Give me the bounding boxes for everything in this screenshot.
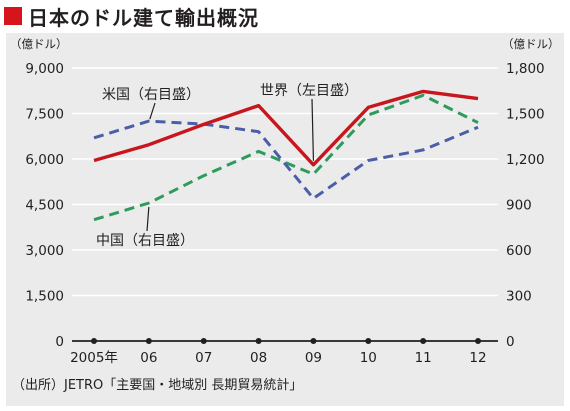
- x-axis-dot: [420, 338, 427, 344]
- x-tick-label: 2005年: [70, 350, 118, 366]
- right-tick-label: 1,200: [506, 152, 545, 168]
- right-tick-label: 0: [506, 334, 515, 350]
- x-axis-dot: [310, 338, 317, 344]
- leader-line-china: [146, 206, 150, 232]
- right-tick-label: 900: [506, 198, 532, 214]
- x-tick-label: 10: [360, 350, 377, 366]
- left-tick-label: 6,000: [25, 152, 64, 168]
- right-tick-label: 300: [506, 289, 532, 305]
- x-tick-label: 12: [469, 350, 486, 366]
- left-tick-label: 9,000: [25, 61, 64, 77]
- x-axis-dot: [145, 338, 152, 344]
- line-chart: 0 1,500 3,000 4,500 6,000 7,500 9,000 0 300 600 90…: [10, 37, 560, 393]
- x-axis-dot: [475, 338, 482, 344]
- leader-line-world: [311, 98, 315, 161]
- left-tick-label: 0: [55, 334, 64, 350]
- chart-panel: 0 1,500 3,000 4,500 6,000 7,500 9,000 0 300 600 90…: [6, 33, 564, 406]
- x-axis-dot: [365, 338, 372, 344]
- x-tick-label: 08: [250, 350, 267, 366]
- right-tick-label: 1,500: [506, 107, 545, 123]
- series-label-china: 中国（右目盛）: [96, 233, 194, 249]
- right-tick-label: 1,800: [506, 61, 545, 77]
- source-note: （出所）JETRO「主要国・地域別 長期貿易統計」: [12, 377, 302, 393]
- left-tick-label: 3,000: [25, 243, 64, 259]
- x-tick-label: 07: [195, 350, 212, 366]
- title-bar: 日本のドル建て輸出概況: [4, 3, 259, 30]
- x-tick-label: 09: [305, 350, 322, 366]
- series-label-world: 世界（左目盛）: [260, 83, 358, 99]
- right-axis-unit: （億ドル）: [502, 37, 560, 51]
- left-axis-unit: （億ドル）: [10, 37, 68, 51]
- left-tick-label: 4,500: [25, 198, 64, 214]
- axes: [72, 338, 498, 344]
- x-axis-dot: [255, 338, 262, 344]
- leader-line-us: [149, 102, 156, 120]
- series-lines: [93, 89, 479, 222]
- labels: 0 1,500 3,000 4,500 6,000 7,500 9,000 0 300 600 90…: [10, 37, 560, 393]
- x-axis-dot: [91, 338, 97, 344]
- x-axis-dot: [200, 338, 207, 344]
- chart-title: 日本のドル建て輸出概況: [28, 5, 259, 30]
- left-tick-label: 7,500: [25, 107, 64, 123]
- series-line-us: [93, 119, 479, 200]
- series-line-world: [93, 89, 479, 167]
- x-tick-label: 11: [415, 350, 432, 366]
- title-marker: [4, 7, 22, 25]
- right-tick-label: 600: [506, 243, 532, 259]
- x-tick-label: 06: [140, 350, 157, 366]
- series-label-us: 米国（右目盛）: [102, 87, 200, 103]
- left-tick-label: 1,500: [25, 289, 64, 305]
